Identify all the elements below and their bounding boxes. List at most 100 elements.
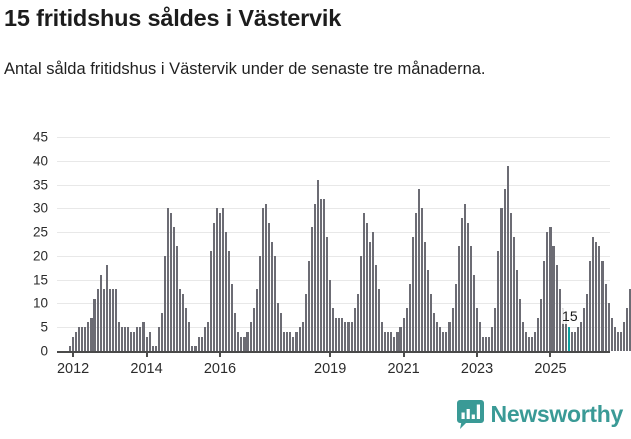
chart-bar (619, 331, 622, 351)
chart-bar (427, 270, 430, 351)
x-axis-tick-mark (476, 351, 479, 357)
chart-bar (301, 322, 304, 351)
chart-bar (136, 327, 139, 351)
chart-bar (558, 289, 561, 351)
chart-bar (234, 312, 237, 351)
chart-bar (381, 322, 384, 351)
chart-bar (531, 336, 534, 351)
chart-bar (338, 317, 341, 351)
chart-bar (423, 241, 427, 351)
chart-bar (341, 317, 344, 351)
chart-bar (497, 251, 500, 351)
y-axis-tick-label: 0 (40, 343, 48, 359)
chart-bar (368, 241, 371, 351)
chart-bar (475, 308, 479, 351)
y-axis-tick-label: 20 (32, 248, 48, 264)
chart-bar (482, 336, 485, 351)
chart-bar (552, 246, 555, 351)
chart-bar (485, 336, 488, 351)
chart-bar (142, 322, 145, 351)
chart-bar (607, 303, 610, 351)
chart-bar (160, 312, 163, 351)
chart-bar (433, 312, 436, 351)
chart-bar (344, 322, 347, 351)
chart-bar (521, 322, 524, 351)
chart-bar (130, 331, 133, 351)
x-axis-tick-mark (72, 351, 75, 357)
chart-bar (133, 331, 136, 351)
chart-bar (365, 222, 368, 351)
chart-bar (347, 322, 350, 351)
chart-footer: Newsworthy (0, 396, 631, 439)
chart-bar (121, 327, 124, 351)
chart-bar (402, 317, 405, 351)
chart-bar (267, 222, 270, 351)
chart-bar (166, 208, 169, 351)
chart-bar (561, 308, 564, 351)
chart-bar (393, 336, 396, 351)
chart-bar (442, 331, 445, 351)
y-axis-tick-label: 45 (32, 129, 48, 145)
chart-bar (463, 203, 466, 351)
chart-bar (332, 308, 335, 351)
chart-bar (237, 331, 240, 351)
chart-bar (182, 293, 185, 351)
chart-bar (114, 289, 117, 351)
chart-bar (78, 327, 81, 351)
chart-bar (420, 208, 423, 351)
chart-bar (512, 236, 515, 351)
chart-bar (218, 213, 222, 351)
chart-bar (173, 227, 176, 351)
chart-bar (491, 327, 494, 351)
chart-bar (261, 208, 264, 351)
chart-bar (255, 289, 258, 351)
chart-bar (598, 246, 601, 351)
chart-bar (378, 289, 381, 351)
chart-bar (479, 322, 482, 351)
chart-bar (105, 265, 108, 351)
chart-bar (549, 227, 552, 351)
x-axis-tick-label: 2025 (534, 361, 567, 377)
chart-bar (307, 260, 310, 351)
y-axis-tick-label: 10 (32, 295, 48, 311)
chart-plot-area: 15 2012 2014 2016 2019 2021 2023 2025 (57, 137, 631, 377)
chart-bar (90, 317, 93, 351)
chart-bar (390, 331, 393, 351)
chart-bar (69, 346, 72, 351)
chart-bar (534, 331, 537, 351)
newsworthy-logo-text: Newsworthy (490, 401, 624, 427)
y-gridline (57, 184, 610, 186)
chart-bar (457, 246, 460, 351)
chart-bar (439, 327, 442, 351)
chart-bar (375, 265, 378, 351)
chart-bar (179, 289, 182, 351)
chart-bar (145, 336, 148, 351)
chart-bar (384, 331, 387, 351)
chart-bar (488, 336, 491, 351)
chart-bar (350, 322, 353, 351)
chart-bar (243, 336, 246, 351)
chart-bar (298, 327, 301, 351)
x-axis-line (57, 351, 610, 353)
chart-bar (319, 198, 322, 351)
chart-bar (295, 331, 298, 351)
chart-bar (313, 203, 316, 351)
chart-bar (102, 289, 105, 351)
highlighted-bar (567, 327, 570, 351)
chart-bar (494, 308, 497, 351)
x-axis-tick-label: 2023 (460, 361, 494, 377)
chart-bar (222, 208, 225, 351)
chart-bar (215, 208, 218, 351)
chart-bar (586, 293, 589, 351)
chart-bar (99, 274, 102, 351)
y-axis-tick-label: 35 (32, 177, 48, 193)
chart-bar (292, 336, 295, 351)
chart-bar (194, 346, 197, 351)
chart-bar (524, 331, 528, 351)
chart-bar (500, 208, 503, 351)
chart-bar (610, 317, 613, 351)
y-axis-tick-label: 40 (32, 153, 48, 169)
chart-bar (595, 241, 598, 351)
y-axis-tick-label: 5 (40, 319, 48, 335)
chart-bar (356, 293, 359, 351)
